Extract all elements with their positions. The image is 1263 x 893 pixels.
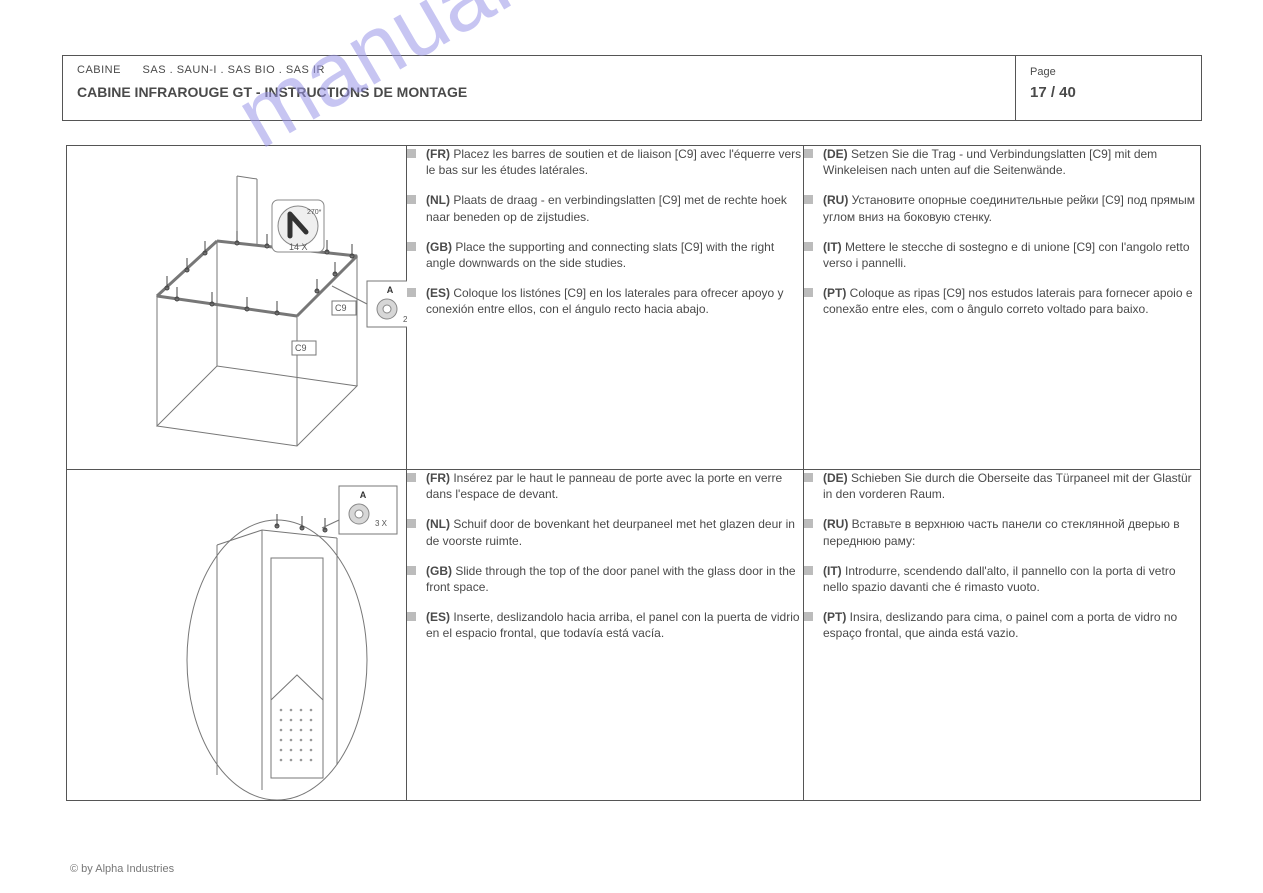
instruction-entry: (DE) Setzen Sie die Trag - und Verbindun… (804, 146, 1200, 178)
instruction-table: C9 C9 270* 14 X A (66, 145, 1201, 801)
instruction-text: (ES) Coloque los listónes [C9] en los la… (426, 285, 803, 317)
instruction-entry: (RU) Вставьте в верхнюю часть панели со … (804, 516, 1200, 548)
instruction-text: (FR) Placez les barres de soutien et de … (426, 146, 803, 178)
bullet-icon (804, 242, 813, 251)
instruction-text: (DE) Schieben Sie durch die Oberseite da… (823, 470, 1200, 502)
figure-cell-2: A 3 X (67, 470, 407, 801)
instruction-entry: (GB) Place the supporting and connecting… (407, 239, 803, 271)
bullet-icon (407, 195, 416, 204)
instruction-text: (GB) Place the supporting and connecting… (426, 239, 803, 271)
instruction-text: (ES) Inserte, deslizandolo hacia arriba,… (426, 609, 803, 641)
page-label: Page (1030, 66, 1187, 78)
svg-text:14 X: 14 X (289, 242, 308, 252)
instruction-entry: (IT) Introdurre, scendendo dall'alto, il… (804, 563, 1200, 595)
door-figure: A 3 X (67, 470, 406, 800)
instruction-entry: (FR) Insérez par le haut le panneau de p… (407, 470, 803, 502)
instruction-text: (RU) Установите опорные соединительные р… (823, 192, 1200, 224)
text-cell-2-right: (DE) Schieben Sie durch die Oberseite da… (804, 470, 1201, 801)
header-left: CABINE SAS . SAUN-I . SAS BIO . SAS IR C… (63, 56, 1016, 120)
instruction-text: (IT) Introdurre, scendendo dall'alto, il… (823, 563, 1200, 595)
c9-label-2: C9 (335, 303, 347, 313)
figure-cell-1: C9 C9 270* 14 X A (67, 146, 407, 470)
instruction-entry: (GB) Slide through the top of the door p… (407, 563, 803, 595)
svg-text:270*: 270* (307, 209, 322, 216)
instruction-text: (PT) Coloque as ripas [C9] nos estudos l… (823, 285, 1200, 317)
svg-text:3 X: 3 X (375, 519, 388, 528)
bullet-icon (804, 195, 813, 204)
svg-text:A: A (360, 490, 367, 500)
bullet-icon (407, 473, 416, 482)
instruction-entry: (PT) Insira, deslizando para cima, o pai… (804, 609, 1200, 641)
bullet-icon (407, 288, 416, 297)
svg-text:20 X: 20 X (403, 315, 407, 324)
bullet-icon (804, 288, 813, 297)
header-right: Page 17 / 40 (1016, 56, 1201, 120)
instruction-text: (GB) Slide through the top of the door p… (426, 563, 803, 595)
bullet-icon (804, 473, 813, 482)
bullet-icon (407, 566, 416, 575)
bullet-icon (407, 519, 416, 528)
page-header: CABINE SAS . SAUN-I . SAS BIO . SAS IR C… (62, 55, 1202, 121)
instruction-entry: (ES) Inserte, deslizandolo hacia arriba,… (407, 609, 803, 641)
instruction-text: (NL) Schuif door de bovenkant het deurpa… (426, 516, 803, 548)
svg-text:A: A (387, 285, 394, 295)
bullet-icon (804, 566, 813, 575)
bullet-icon (407, 612, 416, 621)
text-cell-2-left: (FR) Insérez par le haut le panneau de p… (407, 470, 804, 801)
instruction-entry: (NL) Schuif door de bovenkant het deurpa… (407, 516, 803, 548)
page-number: 17 / 40 (1030, 84, 1187, 101)
instruction-entry: (IT) Mettere le stecche di sostegno e di… (804, 239, 1200, 271)
instruction-text: (PT) Insira, deslizando para cima, o pai… (823, 609, 1200, 641)
bullet-icon (804, 149, 813, 158)
cabinet-figure: C9 C9 270* 14 X A (67, 146, 406, 469)
instruction-entry: (ES) Coloque los listónes [C9] en los la… (407, 285, 803, 317)
text-cell-1-right: (DE) Setzen Sie die Trag - und Verbindun… (804, 146, 1201, 470)
header-title: CABINE (77, 64, 121, 76)
bullet-icon (407, 242, 416, 251)
instruction-text: (RU) Вставьте в верхнюю часть панели со … (823, 516, 1200, 548)
instruction-entry: (PT) Coloque as ripas [C9] nos estudos l… (804, 285, 1200, 317)
instruction-text: (DE) Setzen Sie die Trag - und Verbindun… (823, 146, 1200, 178)
instruction-text: (IT) Mettere le stecche di sostegno e di… (823, 239, 1200, 271)
bullet-icon (804, 612, 813, 621)
header-description: CABINE INFRAROUGE GT - INSTRUCTIONS DE M… (77, 84, 1001, 100)
instruction-text: (NL) Plaats de draag - en verbindingslat… (426, 192, 803, 224)
c9-label-1: C9 (295, 343, 307, 353)
footer-copyright: © by Alpha Industries (70, 863, 174, 875)
bullet-icon (804, 519, 813, 528)
instruction-text: (FR) Insérez par le haut le panneau de p… (426, 470, 803, 502)
instruction-entry: (RU) Установите опорные соединительные р… (804, 192, 1200, 224)
instruction-entry: (NL) Plaats de draag - en verbindingslat… (407, 192, 803, 224)
header-version: SAS . SAUN-I . SAS BIO . SAS IR (143, 64, 325, 76)
bullet-icon (407, 149, 416, 158)
text-cell-1-left: (FR) Placez les barres de soutien et de … (407, 146, 804, 470)
instruction-entry: (FR) Placez les barres de soutien et de … (407, 146, 803, 178)
instruction-entry: (DE) Schieben Sie durch die Oberseite da… (804, 470, 1200, 502)
